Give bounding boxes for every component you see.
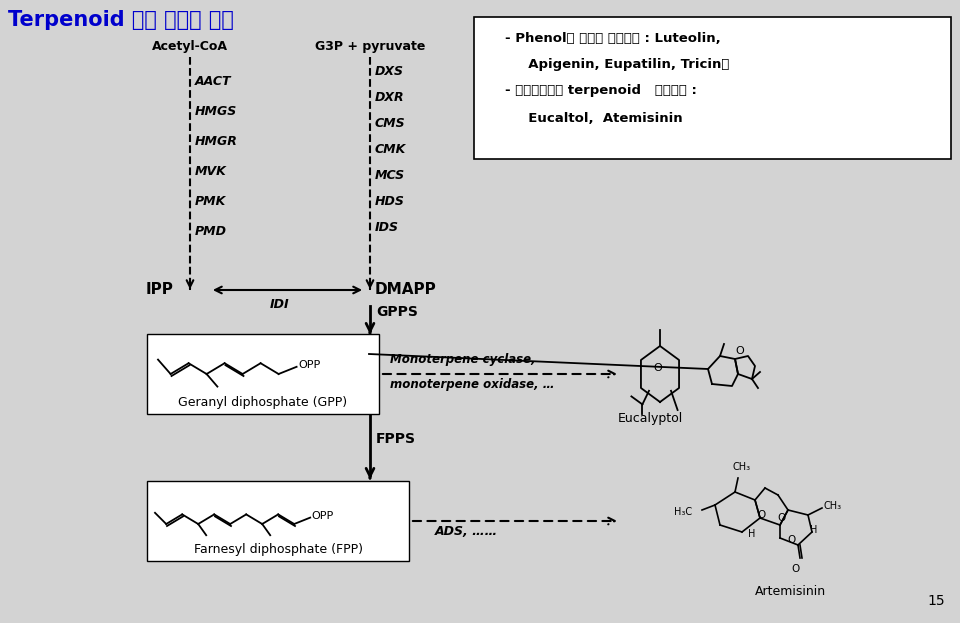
- Text: Artemisinin: Artemisinin: [755, 585, 826, 598]
- Text: - 고부가기능성 terpenoid   대사산물 :: - 고부가기능성 terpenoid 대사산물 :: [505, 84, 697, 97]
- FancyBboxPatch shape: [474, 17, 951, 159]
- Text: CMS: CMS: [375, 117, 406, 130]
- Text: DMAPP: DMAPP: [375, 282, 437, 298]
- Text: Terpenoid 성분 생합성 경로: Terpenoid 성분 생합성 경로: [8, 10, 234, 30]
- Text: Acetyl-CoA: Acetyl-CoA: [152, 40, 228, 53]
- Text: O: O: [792, 564, 800, 574]
- Text: GPPS: GPPS: [376, 305, 418, 319]
- Text: - Phenol계 기능성 대사산물 : Luteolin,: - Phenol계 기능성 대사산물 : Luteolin,: [505, 32, 721, 45]
- Text: H: H: [748, 529, 756, 539]
- Text: PMD: PMD: [195, 225, 227, 238]
- Text: Apigenin, Eupatilin, Tricin등: Apigenin, Eupatilin, Tricin등: [519, 58, 730, 71]
- Text: 15: 15: [927, 594, 945, 608]
- Text: HDS: HDS: [375, 195, 405, 208]
- Text: FPPS: FPPS: [376, 432, 416, 446]
- Text: H₃C: H₃C: [674, 507, 692, 517]
- Text: DXR: DXR: [375, 91, 404, 104]
- Text: CMK: CMK: [375, 143, 406, 156]
- Text: Eucalyptol: Eucalyptol: [617, 412, 683, 425]
- Text: OPP: OPP: [299, 360, 321, 370]
- Text: Eucaltol,  Atemisinin: Eucaltol, Atemisinin: [519, 112, 683, 125]
- Text: IPP: IPP: [146, 282, 174, 298]
- Text: IDS: IDS: [375, 221, 399, 234]
- Text: DXS: DXS: [375, 65, 404, 78]
- Text: Farnesyl diphosphate (FPP): Farnesyl diphosphate (FPP): [194, 543, 363, 556]
- Text: G3P + pyruvate: G3P + pyruvate: [315, 40, 425, 53]
- Text: CH₃: CH₃: [824, 501, 842, 511]
- Text: O: O: [735, 346, 744, 356]
- Text: AACT: AACT: [195, 75, 231, 88]
- Text: PMK: PMK: [195, 195, 227, 208]
- Text: monoterpene oxidase, …: monoterpene oxidase, …: [390, 378, 555, 391]
- Text: O: O: [757, 510, 766, 520]
- Text: HMGR: HMGR: [195, 135, 238, 148]
- Text: IDI: IDI: [270, 298, 290, 311]
- Text: MCS: MCS: [375, 169, 405, 182]
- Text: ADS, ……: ADS, ……: [435, 525, 498, 538]
- FancyBboxPatch shape: [147, 481, 409, 561]
- Text: OPP: OPP: [312, 511, 334, 521]
- Text: CH₃: CH₃: [732, 462, 751, 472]
- Text: Monoterpene cyclase,: Monoterpene cyclase,: [390, 353, 536, 366]
- Text: O: O: [778, 513, 786, 523]
- Text: Geranyl diphosphate (GPP): Geranyl diphosphate (GPP): [179, 396, 348, 409]
- Text: H: H: [810, 525, 817, 535]
- Text: HMGS: HMGS: [195, 105, 237, 118]
- FancyBboxPatch shape: [147, 334, 379, 414]
- Text: MVK: MVK: [195, 165, 227, 178]
- Text: O: O: [788, 535, 796, 545]
- Text: O: O: [654, 363, 662, 373]
